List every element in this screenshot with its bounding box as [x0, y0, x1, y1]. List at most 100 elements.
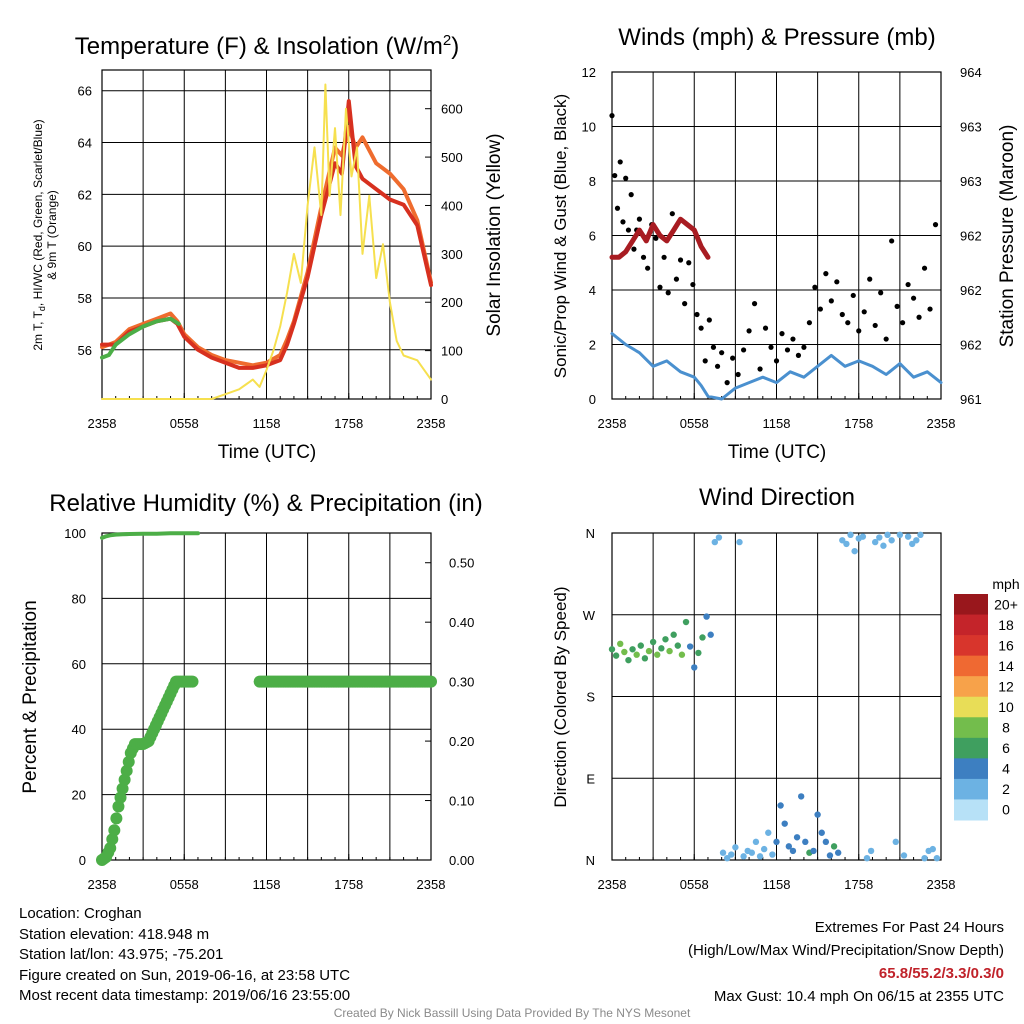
temp-xtick-label: 2358 — [88, 416, 117, 431]
wind-gust-point — [757, 366, 763, 372]
rh-ytick-right-label: 0.20 — [449, 734, 474, 749]
wind-gust-point — [845, 320, 851, 326]
rh-ytick-label: 60 — [72, 657, 86, 672]
wind-gust-point — [817, 306, 823, 312]
temp-ytick-right-label: 600 — [441, 102, 463, 117]
legend-label: 0 — [1002, 802, 1010, 818]
dir-point — [666, 647, 673, 655]
dir-xtick-label: 2358 — [927, 877, 956, 892]
legend-swatch — [954, 696, 988, 718]
wind-ytick-label: 10 — [582, 120, 596, 135]
rh-precip-point — [110, 812, 123, 825]
wind-gust-point — [614, 205, 621, 211]
rh-ytick-label: 0 — [79, 853, 86, 868]
wind-gust-point — [839, 311, 845, 318]
dir-xtick-label: 0558 — [680, 877, 709, 892]
legend-swatch — [954, 635, 988, 657]
wind-gust-point — [623, 175, 629, 181]
dir-point — [752, 838, 760, 846]
legend-label: 12 — [998, 678, 1014, 694]
recent-text: Most recent data timestamp: 2019/06/16 2… — [19, 987, 351, 1004]
wind-gust-point — [762, 325, 769, 331]
wind-gust-point — [719, 350, 725, 356]
rh-ylabel-left: Percent & Precipitation — [20, 600, 41, 793]
wind-gust-point — [673, 276, 680, 282]
dir-ytick-label: N — [586, 853, 595, 868]
wind-ytick-label: 6 — [589, 229, 596, 244]
created-text: Figure created on Sun, 2019-06-16, at 23… — [19, 966, 351, 984]
dir-point — [810, 847, 817, 855]
wind-gust-point — [706, 317, 712, 323]
legend-label: 16 — [998, 637, 1014, 653]
dir-point — [789, 847, 797, 855]
rh-precip-point — [186, 675, 199, 688]
wind-gust-point — [894, 303, 900, 309]
dir-point — [695, 649, 702, 657]
wind-gust-point — [669, 211, 675, 217]
dir-point — [876, 534, 883, 541]
rh-ytick-label: 20 — [72, 788, 86, 803]
wind-gust-point — [714, 363, 721, 369]
rh-precip-point — [108, 824, 121, 837]
extremes-info: Extremes For Past 24 Hours (High/Low/Max… — [688, 916, 1004, 1008]
dir-point — [691, 664, 698, 671]
rh-ytick-right-label: 0.30 — [449, 675, 474, 690]
dir-point — [839, 537, 846, 544]
wind-gust-point — [735, 371, 741, 378]
dir-point — [933, 854, 941, 862]
wind-ytick-label: 2 — [589, 338, 596, 353]
legend-label: 14 — [998, 658, 1014, 674]
dir-point — [703, 613, 710, 620]
wind-gust-point — [686, 260, 692, 266]
wind-gust-point — [746, 328, 752, 334]
wind-gust-point — [665, 290, 671, 296]
wind-gust-point — [631, 246, 637, 252]
dir-point — [863, 854, 871, 862]
dir-point — [880, 542, 887, 549]
wind-ytick-right-label: 964 — [960, 65, 982, 80]
dir-point — [699, 634, 706, 641]
wind-gust-point — [910, 295, 917, 301]
dir-point — [728, 851, 735, 858]
dir-point — [892, 838, 899, 846]
wind-gust-point — [850, 292, 856, 299]
wind-gust-point — [834, 279, 840, 285]
wind-gust-point — [806, 320, 813, 326]
credit-text: Created By Nick Bassill Using Data Provi… — [333, 1006, 691, 1020]
wind-ytick-right-label: 963 — [960, 174, 982, 189]
wind-series-sonic-wind — [610, 332, 943, 401]
dir-point — [612, 652, 620, 659]
wind-gust-point — [779, 331, 785, 337]
dir-ytick-label: N — [586, 526, 595, 541]
dir-point — [777, 802, 784, 809]
temp-ylabel-left: 2m T, Td, HI/WC (Red, Green, Scarlet/Blu… — [31, 119, 47, 350]
dir-ytick-label: W — [583, 608, 596, 623]
dir-point — [641, 655, 649, 662]
wind-gust-point — [653, 235, 659, 241]
dir-point — [834, 849, 842, 856]
dir-ytick-label: S — [586, 690, 595, 705]
dir-point — [715, 534, 723, 541]
rh-xtick-label: 1158 — [253, 877, 281, 892]
legend-swatch — [954, 614, 988, 636]
wind-xlabel: Time (UTC) — [728, 442, 827, 463]
wind-gust-point — [694, 311, 700, 318]
wind-gust-point — [682, 301, 688, 307]
wind-gust-point — [927, 306, 933, 312]
legend-label: 18 — [998, 617, 1014, 633]
wind-gust-point — [900, 320, 906, 326]
legend-swatch — [954, 778, 988, 800]
rh-ytick-label: 80 — [72, 591, 86, 606]
rh-ytick-right-label: 0.00 — [449, 853, 474, 868]
wind-gust-point — [628, 192, 634, 198]
temp-ytick-label: 64 — [78, 136, 92, 151]
dir-point — [629, 646, 636, 653]
legend-swatch — [954, 655, 988, 677]
dir-point — [649, 638, 657, 646]
dir-point — [781, 820, 788, 827]
rh-series-humidity — [100, 531, 200, 540]
dir-point — [686, 643, 694, 650]
rh-xtick-label: 2358 — [88, 877, 117, 892]
wind-gust-point — [889, 238, 895, 244]
dir-point — [608, 646, 616, 653]
